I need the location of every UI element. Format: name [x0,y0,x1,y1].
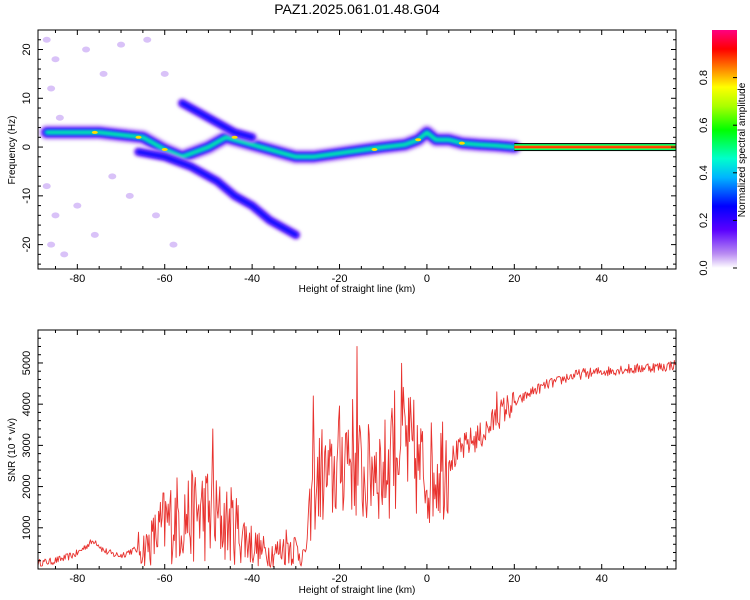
spectrogram-speck [51,212,60,219]
y-tick-label: 4000 [21,392,33,416]
y-tick-label: -20 [21,237,33,253]
spectrogram-speck [73,202,82,209]
spectrogram-speck [47,241,56,248]
chart-title: PAZ1.2025.061.01.48.G04 [274,1,440,17]
spectrogram-peak [91,130,98,134]
colorbar-label: Normalized spectral amplitude [737,82,748,217]
y-tick-label: 1000 [21,516,33,540]
spectrogram-speck [117,41,126,48]
y-tick-label: -10 [21,188,33,204]
x-tick-label: -20 [332,273,348,285]
spectrogram-speck [47,85,56,92]
spectrogram-speck [151,212,160,219]
colorbar-tick-label: 0.4 [698,165,710,180]
x-tick-label: -40 [244,573,260,585]
spectrogram-speck [160,70,169,77]
spectrogram-peak [371,148,378,151]
spectrogram-speck [51,56,60,63]
y-tick-label: 3000 [21,433,33,457]
snr-frame [37,329,677,570]
colorbar-ticks: 0.0 0.2 0.4 0.6 0.8 [698,70,737,276]
x-tick-label: -20 [332,573,348,585]
spectrogram-speck [42,36,51,43]
colorbar-tick-label: 0.6 [698,118,710,133]
colorbar-gradient [712,30,737,268]
spectrogram-speck [169,241,178,248]
spectrogram-ridge-lower-branch [136,149,299,238]
x-tick-label: -60 [157,573,173,585]
spectrogram-peak [231,135,238,139]
x-tick-label: -40 [244,273,260,285]
spectrogram-ticks: -80 -60 -40 -20 0 20 40 -20 -10 0 10 20 [21,29,676,285]
snr-ticks: -80 -60 -40 -20 0 20 40 1000 2000 3000 4000 5000 [21,329,676,585]
spectrogram-speck [108,173,117,180]
colorbar-tick-label: 0.8 [698,70,710,85]
spectrogram-ridge-main [45,131,516,158]
snr-y-label: SNR (10 * v/v) [7,418,18,482]
x-tick-label: -80 [69,273,85,285]
x-tick-label: 0 [424,273,430,285]
snr-panel: -80 -60 -40 -20 0 20 40 1000 2000 3000 4000 5000 He… [7,329,677,596]
spectrogram-peak [458,141,465,145]
y-tick-label: 5000 [21,351,33,375]
spectrogram-marks [38,36,676,258]
snr-x-label: Height of straight line (km) [299,585,416,596]
spectrogram-frame [37,29,677,270]
x-tick-label: -80 [69,573,85,585]
spectrogram-speck [42,183,51,190]
x-tick-label: 20 [508,273,520,285]
x-tick-label: 40 [596,273,608,285]
spectrogram-ridge-upper-branch [179,100,255,140]
y-tick-label: 20 [21,43,33,55]
snr-series-line [38,346,676,568]
spectrogram-speck [82,46,91,53]
spectrogram-y-label: Frequency (Hz) [7,116,18,185]
spectrogram-speck [55,114,64,121]
spectrogram-peak [415,138,422,142]
x-tick-label: -60 [157,273,173,285]
spectrogram-peak [161,148,168,151]
colorbar-tick-label: 0.0 [698,260,710,275]
spectrogram-speck [60,251,69,258]
spectrogram-speck [143,36,152,43]
y-tick-label: 10 [21,92,33,104]
colorbar-tick-label: 0.2 [698,213,710,228]
spectrogram-speck [125,192,134,199]
x-tick-label: 0 [424,573,430,585]
x-tick-label: 40 [596,573,608,585]
spectrogram-flat-core [514,146,676,148]
snr-marks [38,346,676,568]
spectrogram-peak [135,135,142,139]
spectrogram-panel: -80 -60 -40 -20 0 20 40 -20 -10 0 10 20 Height of s… [7,29,677,295]
spectrogram-speck [99,70,108,77]
colorbar: 0.0 0.2 0.4 0.6 0.8 Normalized spectral ampl… [698,30,748,276]
spectrogram-speck [90,231,99,238]
x-tick-label: 20 [508,573,520,585]
y-tick-label: 2000 [21,474,33,498]
spectrogram-x-label: Height of straight line (km) [299,284,416,295]
y-tick-label: 0 [21,144,33,150]
